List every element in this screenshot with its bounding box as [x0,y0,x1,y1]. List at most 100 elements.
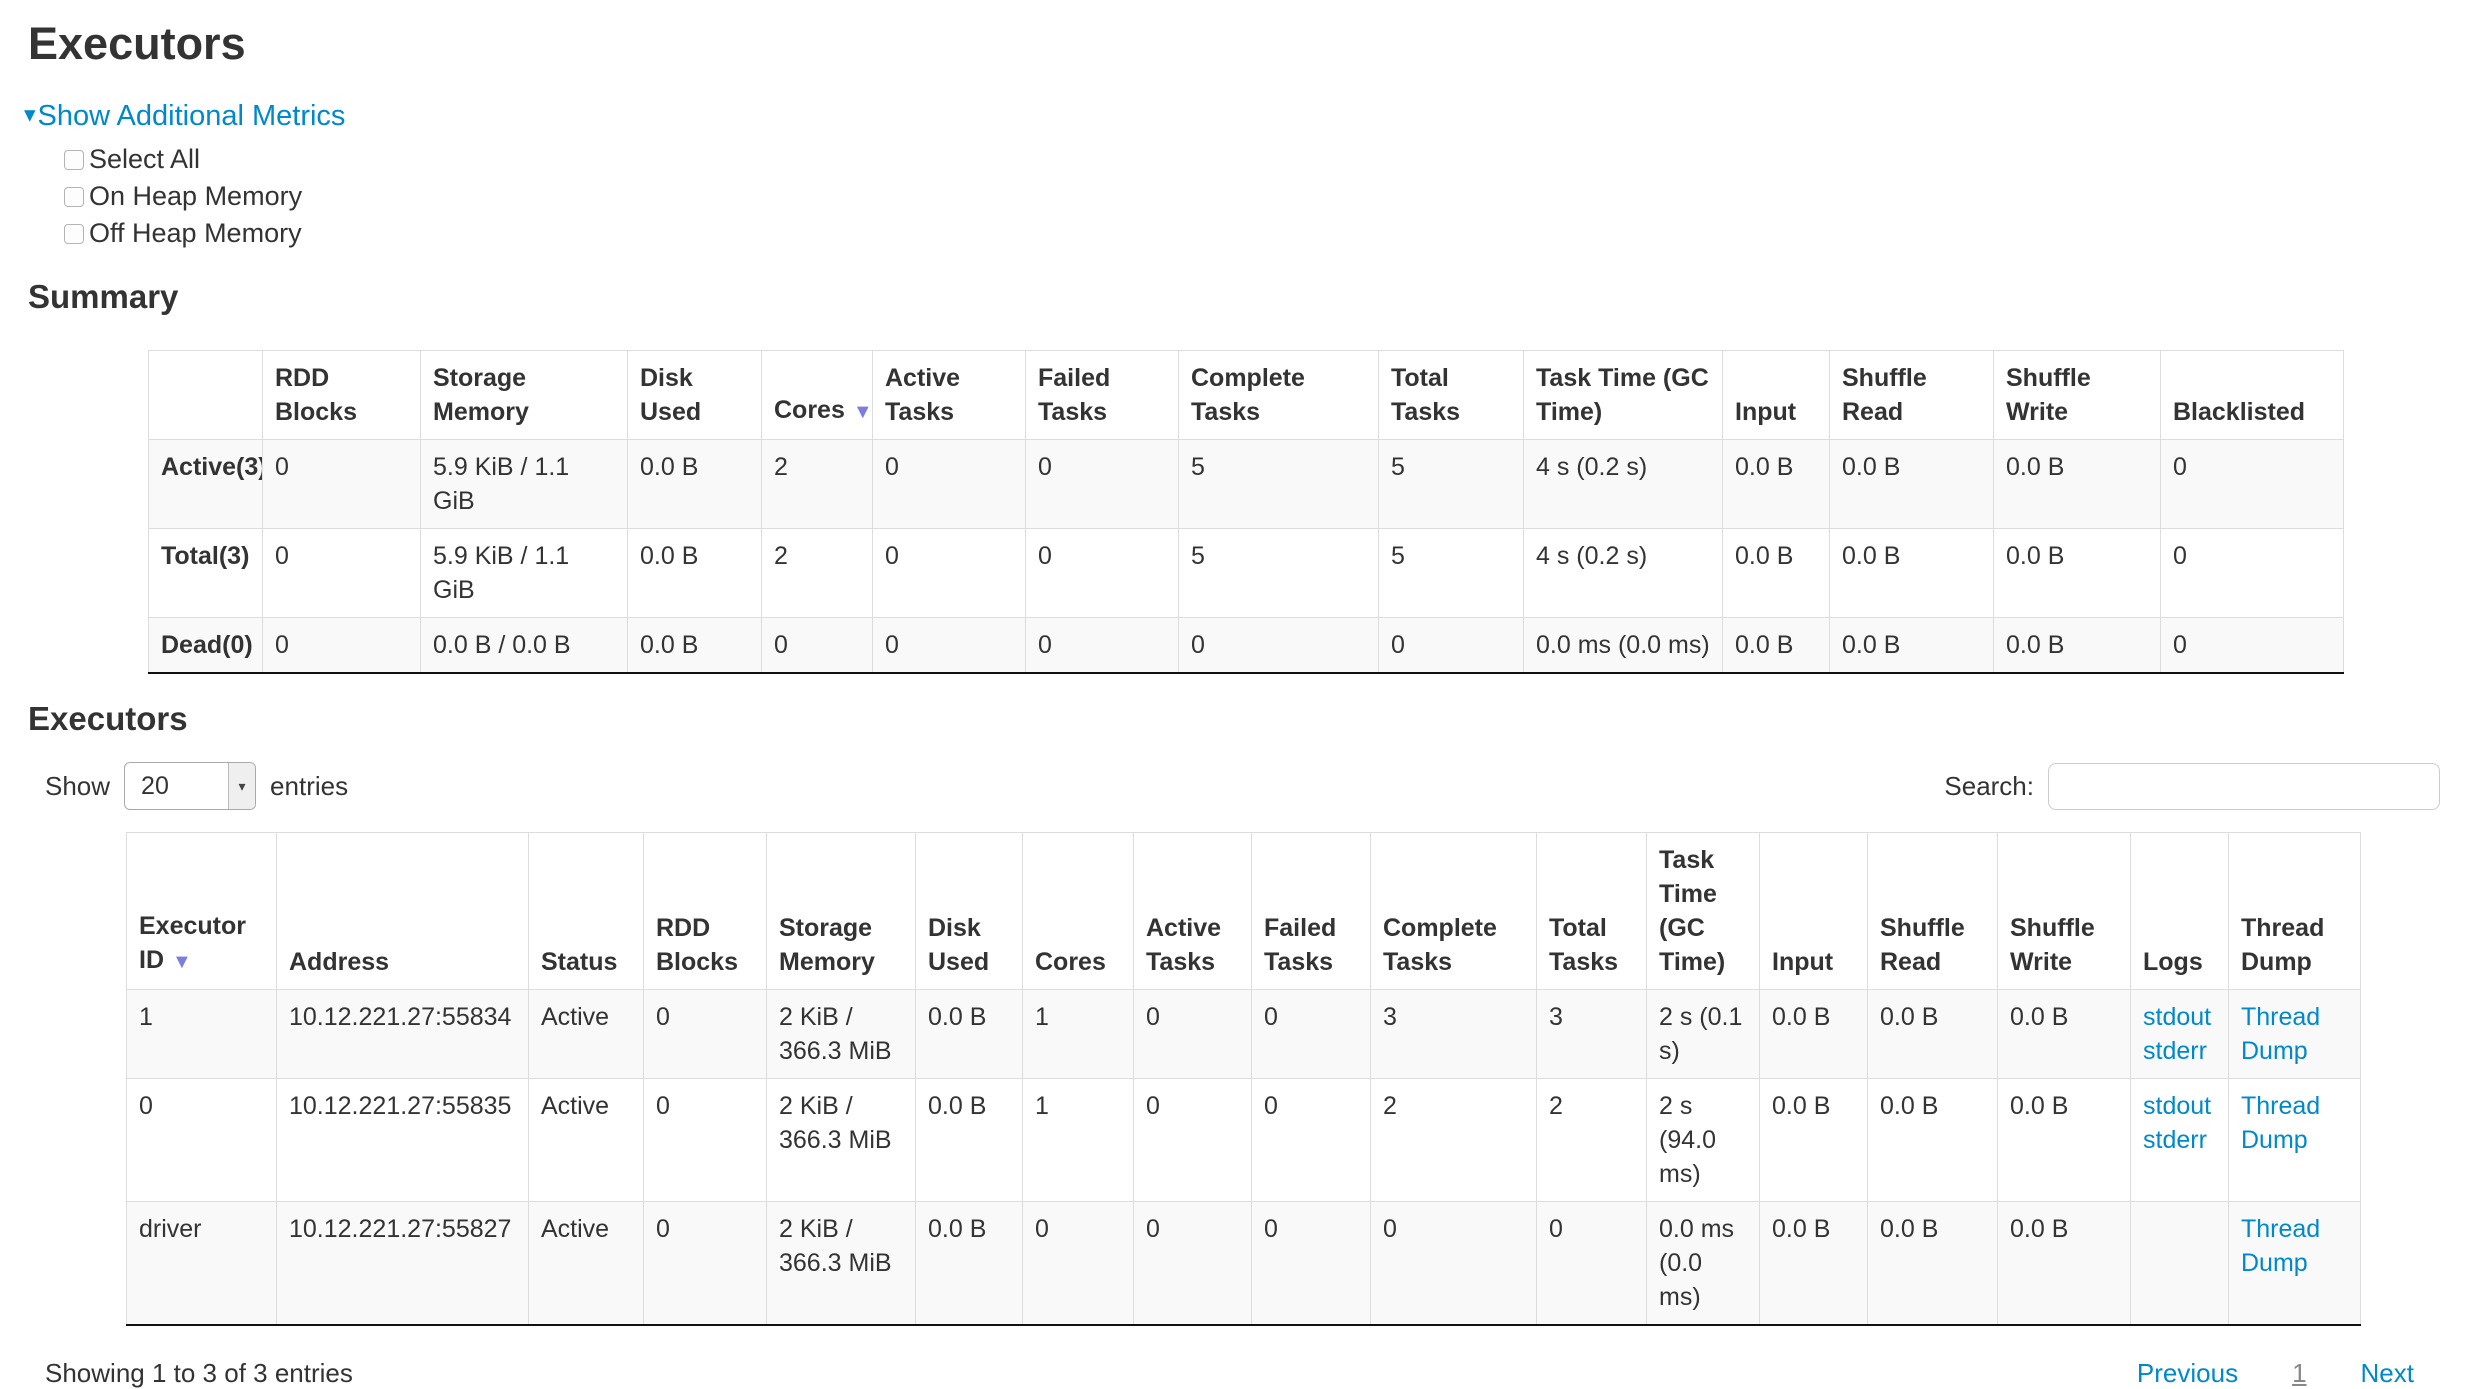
executor-cell: 2 s (0.1 s) [1646,989,1760,1079]
executor-cell: 0 [643,989,767,1079]
summary-header-rdd-blocks[interactable]: RDD Blocks [262,350,421,440]
metric-option-off-heap-memory[interactable]: Off Heap Memory [64,215,2466,252]
summary-header-input[interactable]: Input [1722,350,1830,440]
current-page-button[interactable]: 1 [2292,1358,2307,1388]
metric-option-select-all[interactable]: Select All [64,141,2466,178]
summary-header-blacklisted[interactable]: Blacklisted [2160,350,2344,440]
summary-header-active-tasks[interactable]: Active Tasks [872,350,1026,440]
show-label: Show [45,770,111,801]
summary-header-shuffle-read[interactable]: Shuffle Read [1829,350,1994,440]
header-label: Disk Used [928,914,990,976]
executor-cell: 2 KiB / 366.3 MiB [766,1201,916,1326]
executors-header-rdd-blocks[interactable]: RDD Blocks [643,832,767,990]
stdout-log-link[interactable]: stdout [2143,1003,2212,1031]
executors-header-complete-tasks[interactable]: Complete Tasks [1370,832,1537,990]
executors-header-shuffle-write[interactable]: Shuffle Write [1997,832,2131,990]
summary-heading: Summary [28,278,179,315]
stderr-log-link[interactable]: stderr [2143,1126,2207,1154]
summary-cell: 0 [1025,528,1179,618]
summary-cell: 0.0 B [1722,617,1830,674]
summary-header-shuffle-write[interactable]: Shuffle Write [1993,350,2161,440]
executor-cell: 0 [1133,989,1252,1079]
summary-cell: 0.0 B [1722,439,1830,529]
summary-cell: 4 s (0.2 s) [1523,439,1723,529]
summary-header-task-time-gc-time[interactable]: Task Time (GC Time) [1523,350,1723,440]
executors-header-status[interactable]: Status [528,832,644,990]
executors-header-executor-id[interactable]: Executor ID ▼ [126,832,277,990]
executor-cell: 0 [1536,1201,1647,1326]
previous-page-button[interactable]: Previous [2136,1358,2239,1388]
executor-cell: 0 [1251,1201,1371,1326]
executors-header-total-tasks[interactable]: Total Tasks [1536,832,1647,990]
summary-cell: 0 [1378,617,1524,674]
executors-header-storage-memory[interactable]: Storage Memory [766,832,916,990]
executor-cell: 0.0 B [1867,1078,1998,1202]
executors-header-failed-tasks[interactable]: Failed Tasks [1251,832,1371,990]
executors-header-input[interactable]: Input [1759,832,1868,990]
thread-dump-cell: Thread Dump [2228,989,2361,1079]
executors-header-shuffle-read[interactable]: Shuffle Read [1867,832,1998,990]
executor-cell: 2 KiB / 366.3 MiB [766,1078,916,1202]
executors-header-active-tasks[interactable]: Active Tasks [1133,832,1252,990]
select-dropdown-button[interactable]: ▾ [228,763,256,809]
stdout-log-link[interactable]: stdout [2143,1092,2212,1120]
summary-header-cores[interactable]: Cores ▼ [761,350,873,440]
executor-cell: 0 [1022,1201,1134,1326]
page-title: Executors [28,18,246,69]
header-label: Input [1735,398,1797,426]
summary-cell: 0 [872,617,1026,674]
executor-cell: driver [126,1201,277,1326]
executors-header-cores[interactable]: Cores [1022,832,1134,990]
summary-header-complete-tasks[interactable]: Complete Tasks [1178,350,1379,440]
search-input[interactable] [2048,762,2440,810]
summary-cell: 5.9 KiB / 1.1 GiB [420,528,628,618]
logs-cell [2130,1201,2229,1326]
executor-cell: 0.0 B [1997,989,2131,1079]
show-additional-metrics-link[interactable]: Show Additional Metrics [37,100,346,132]
executor-cell: 0.0 B [1759,1201,1868,1326]
metric-option-on-heap-memory[interactable]: On Heap Memory [64,178,2466,215]
summary-header-row-label[interactable] [148,350,263,440]
header-label: Thread Dump [2241,914,2325,976]
thread-dump-link[interactable]: Thread Dump [2241,1092,2321,1154]
checkbox-select-all[interactable] [64,149,84,170]
summary-header-total-tasks[interactable]: Total Tasks [1378,350,1524,440]
checkbox-on-heap-memory[interactable] [64,186,84,207]
header-label: Storage Memory [433,364,529,426]
executor-cell: 1 [1022,1078,1134,1202]
summary-header-failed-tasks[interactable]: Failed Tasks [1025,350,1179,440]
summary-cell: 0 [872,528,1026,618]
summary-cell: 0 [1178,617,1379,674]
header-label: RDD Blocks [275,364,357,426]
thread-dump-link[interactable]: Thread Dump [2241,1215,2321,1277]
thread-dump-link[interactable]: Thread Dump [2241,1003,2321,1065]
executor-row-driver: driver 10.12.221.27:55827 Active 0 2 KiB / 3… [126,1201,2361,1326]
executors-header-task-time-gc-time[interactable]: Task Time (GC Time) [1646,832,1760,990]
additional-metrics-toggle[interactable]: ▾Show Additional Metrics [24,100,2466,133]
header-label: Shuffle Write [2006,364,2091,426]
executor-cell: 0 [1133,1078,1252,1202]
summary-header-storage-memory[interactable]: Storage Memory [420,350,628,440]
executor-cell: 0.0 B [915,1078,1023,1202]
summary-cell: 5 [1378,439,1524,529]
stderr-log-link[interactable]: stderr [2143,1037,2207,1065]
header-label: Shuffle Read [1842,364,1927,426]
summary-cell: 5 [1178,528,1379,618]
executors-header-disk-used[interactable]: Disk Used [915,832,1023,990]
summary-cell: 2 [761,528,873,618]
executors-header-thread-dump[interactable]: Thread Dump [2228,832,2361,990]
executors-header-address[interactable]: Address [276,832,529,990]
executor-cell: 0.0 ms (0.0 ms) [1646,1201,1760,1326]
checkbox-off-heap-memory[interactable] [64,223,84,244]
summary-header-disk-used[interactable]: Disk Used [627,350,762,440]
summary-cell: 0 [2160,439,2344,529]
executors-header-logs[interactable]: Logs [2130,832,2229,990]
page-length-control: Show 20 ▾ entries [45,762,348,810]
header-label: Blacklisted [2173,398,2306,426]
page-size-select[interactable]: 20 ▾ [124,762,257,810]
pagination: Previous 1 Next [2137,1358,2414,1389]
header-label: Disk Used [640,364,702,426]
next-page-button[interactable]: Next [2360,1358,2414,1388]
